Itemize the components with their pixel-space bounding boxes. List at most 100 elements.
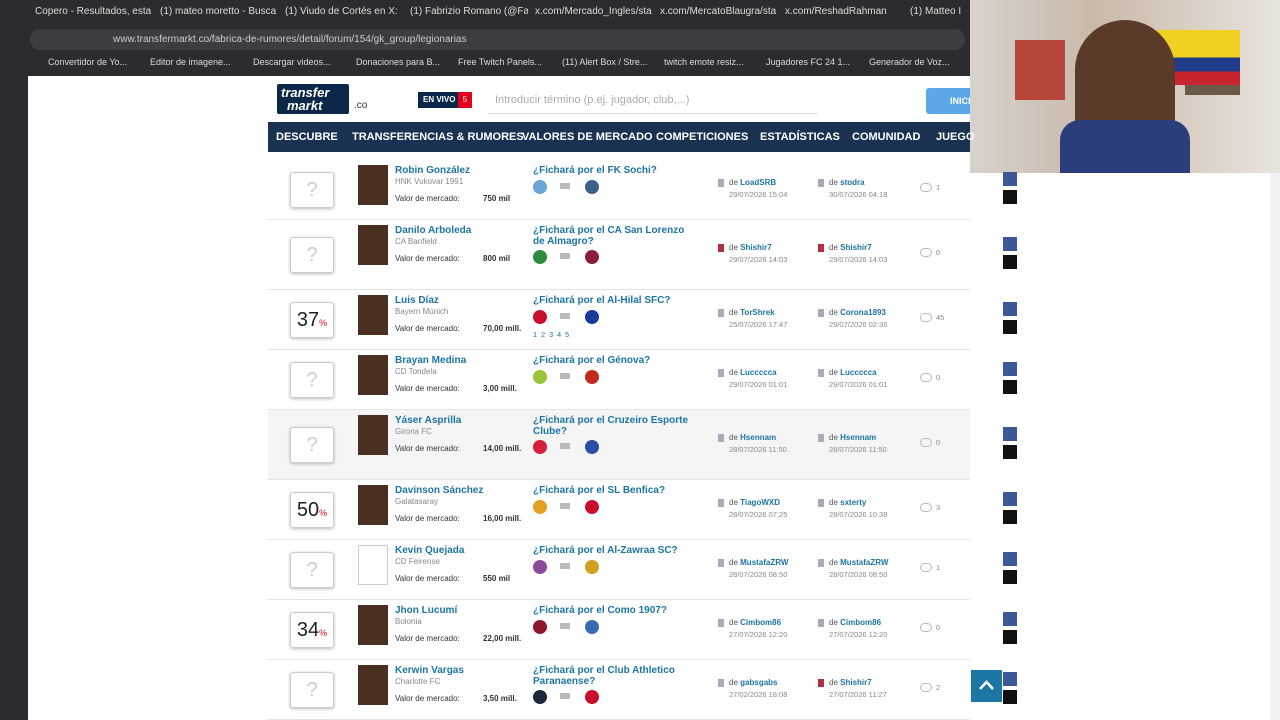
logo[interactable]: transfer markt <box>277 84 349 114</box>
bookmark[interactable]: Convertidor de Yo... <box>48 57 128 67</box>
player-club[interactable]: Galatasaray <box>395 497 439 506</box>
player-club[interactable]: CA Banfield <box>395 237 437 246</box>
x-share[interactable] <box>1003 190 1017 204</box>
bookmark[interactable]: Editor de imagene... <box>150 57 231 67</box>
player-name[interactable]: Brayan Medina <box>395 355 467 366</box>
x-share[interactable] <box>1003 570 1017 584</box>
x-share[interactable] <box>1003 320 1017 334</box>
comment-count[interactable]: 1 <box>936 563 941 572</box>
bookmark[interactable]: Jugadores FC 24 1... <box>766 57 851 67</box>
rumor-question[interactable]: ¿Fichará por el Como 1907? <box>533 605 667 616</box>
nav-item[interactable]: JUEGO <box>936 131 975 143</box>
comment-count[interactable]: 0 <box>936 623 941 632</box>
browser-tab[interactable]: Copero - Resultados, esta <box>35 6 152 17</box>
x-share[interactable] <box>1003 630 1017 644</box>
comment-count[interactable]: 45 <box>936 313 945 322</box>
player-name[interactable]: Kerwin Vargas <box>395 665 464 676</box>
page-link[interactable]: 3 <box>549 330 554 339</box>
search[interactable]: Introducir término (p.ej. jugador, club,… <box>488 86 818 114</box>
rumor-question[interactable]: ¿Fichará por el Génova? <box>533 355 651 366</box>
player-name[interactable]: Luis Díaz <box>395 295 439 306</box>
comment-count[interactable]: 0 <box>936 438 941 447</box>
browser-tab[interactable]: x.com/ReshadRahman <box>785 6 887 17</box>
comment-count[interactable]: 0 <box>936 248 941 257</box>
login[interactable]: INICI <box>926 88 976 114</box>
facebook-share[interactable] <box>1003 612 1017 626</box>
facebook-share[interactable] <box>1003 492 1017 506</box>
rumor-question[interactable]: ¿Fichará por el Al-Zawraa SC? <box>533 545 678 556</box>
x-share[interactable] <box>1003 255 1017 269</box>
x-share[interactable] <box>1003 690 1017 704</box>
author-name[interactable]: Luccccca <box>840 368 877 377</box>
comment-count[interactable]: 3 <box>936 503 941 512</box>
x-share[interactable] <box>1003 510 1017 524</box>
facebook-share[interactable] <box>1003 172 1017 186</box>
author-name[interactable]: Hsennam <box>840 433 877 442</box>
comment-count[interactable]: 2 <box>936 683 941 692</box>
nav-item[interactable]: DESCUBRE <box>276 131 338 143</box>
page-link[interactable]: 5 <box>565 330 570 339</box>
facebook-share[interactable] <box>1003 672 1017 686</box>
comment-count[interactable]: 0 <box>936 373 941 382</box>
author-name[interactable]: TiagoWXD <box>740 498 780 507</box>
player-name[interactable]: Kevin Quejada <box>395 545 465 556</box>
bookmark[interactable]: Donaciones para B... <box>356 57 441 67</box>
facebook-share[interactable] <box>1003 362 1017 376</box>
facebook-share[interactable] <box>1003 302 1017 316</box>
player-name[interactable]: Robin González <box>395 165 470 176</box>
author-name[interactable]: sxterty <box>840 498 867 507</box>
bookmark[interactable]: (11) Alert Box / Stre... <box>562 57 648 67</box>
author-name[interactable]: MustafaZRW <box>840 558 889 567</box>
x-share[interactable] <box>1003 445 1017 459</box>
nav-item[interactable]: TRANSFERENCIAS & RUMORES <box>352 131 524 143</box>
nav-item[interactable]: COMUNIDAD <box>852 131 921 143</box>
author-name[interactable]: Corona1893 <box>840 308 886 317</box>
browser-tab[interactable]: (1) mateo moretto - Busca <box>160 6 277 17</box>
bookmark[interactable]: Free Twitch Panels... <box>458 57 542 67</box>
page-link[interactable]: 4 <box>557 330 562 339</box>
rumor-question[interactable]: ¿Fichará por el CA San Lorenzo de Almagr… <box>533 225 685 247</box>
author-name[interactable]: Shishir7 <box>840 243 872 252</box>
author-name[interactable]: Luccccca <box>740 368 777 377</box>
bookmark[interactable]: twitch emote resiz... <box>664 57 744 67</box>
page-link[interactable]: 2 <box>541 330 546 339</box>
back-to-top[interactable] <box>971 670 1002 702</box>
author-name[interactable]: Shishir7 <box>740 243 772 252</box>
player-name[interactable]: Davinson Sánchez <box>395 485 484 496</box>
x-share[interactable] <box>1003 380 1017 394</box>
player-club[interactable]: HNK Vukovar 1991 <box>395 177 464 186</box>
live-badge[interactable]: EN VIVO 5 <box>418 92 472 108</box>
browser-tab[interactable]: (1) Fabrizio Romano (@Fa <box>410 6 528 17</box>
author-name[interactable]: MustafaZRW <box>740 558 789 567</box>
nav-item[interactable]: COMPETICIONES <box>656 131 749 143</box>
player-name[interactable]: Danilo Arboleda <box>395 225 472 236</box>
player-club[interactable]: Charlotte FC <box>395 677 441 686</box>
author-name[interactable]: LoadSRB <box>740 178 777 187</box>
browser-tab[interactable]: (1) Viudo de Cortés en X: <box>285 6 398 17</box>
author-name[interactable]: Shishir7 <box>840 678 872 687</box>
bookmark[interactable]: Descargar videos... <box>253 57 331 67</box>
bookmark[interactable]: Generador de Voz... <box>869 57 950 67</box>
facebook-share[interactable] <box>1003 552 1017 566</box>
rumor-question[interactable]: ¿Fichará por el FK Sochi? <box>533 165 657 176</box>
facebook-share[interactable] <box>1003 237 1017 251</box>
browser-tab[interactable]: (1) Matteo I <box>910 6 962 17</box>
player-club[interactable]: Bolonia <box>395 617 422 626</box>
author-name[interactable]: gabsgabs <box>740 678 778 687</box>
nav-item[interactable]: ESTADÍSTICAS <box>760 131 840 143</box>
author-name[interactable]: Hsennam <box>740 433 777 442</box>
player-club[interactable]: Girona FC <box>395 427 432 436</box>
rumor-question[interactable]: ¿Fichará por el Al-Hilal SFC? <box>533 295 671 306</box>
nav-item[interactable]: VALORES DE MERCADO <box>522 131 653 143</box>
page-link[interactable]: 1 <box>533 330 538 339</box>
player-club[interactable]: CD Feirense <box>395 557 440 566</box>
author-name[interactable]: TorShrek <box>740 308 775 317</box>
address-bar[interactable] <box>30 29 965 50</box>
facebook-share[interactable] <box>1003 427 1017 441</box>
browser-tab[interactable]: x.com/Mercado_Ingles/sta <box>535 6 652 17</box>
player-name[interactable]: Jhon Lucumí <box>395 605 458 616</box>
author-name[interactable]: Cimbom86 <box>740 618 782 627</box>
rumor-question[interactable]: ¿Fichará por el Cruzeiro Esporte Clube? <box>533 415 689 437</box>
player-name[interactable]: Yáser Asprilla <box>395 415 462 426</box>
comment-count[interactable]: 1 <box>936 183 941 192</box>
